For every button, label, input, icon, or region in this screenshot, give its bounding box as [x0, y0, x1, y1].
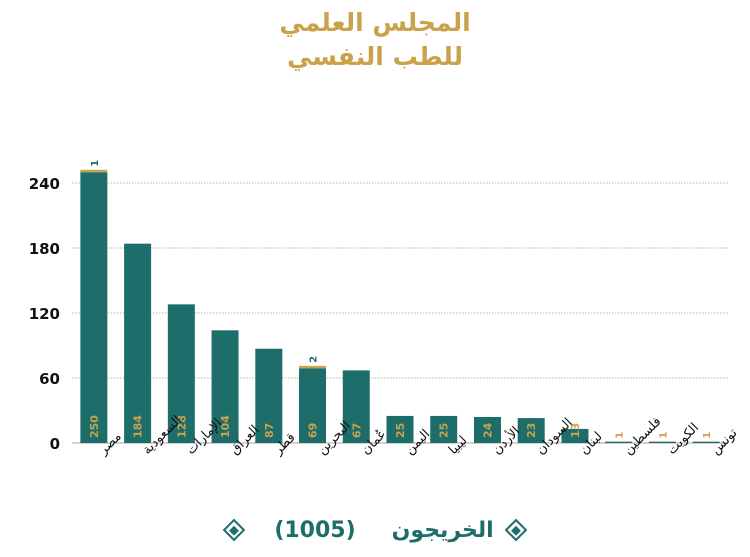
y-tick-label: 60 — [39, 370, 60, 388]
bar — [342, 370, 370, 443]
bar-value-label: 67 — [350, 423, 363, 438]
bar — [255, 348, 283, 443]
y-tick-label: 0 — [50, 435, 60, 453]
legend-count: (1005) — [274, 517, 356, 543]
segment-value-label: 1 — [90, 160, 101, 167]
diamond-icon — [504, 518, 528, 542]
chart-title: المجلس العلمي للطب النفسي — [0, 6, 750, 74]
x-tick-label: الكويت — [665, 420, 702, 457]
bar-segment — [299, 365, 327, 369]
bar-value-label: 128 — [175, 415, 188, 438]
bar-stub — [692, 441, 720, 443]
bar-stub — [605, 441, 633, 443]
bar-value-label: 25 — [394, 423, 407, 438]
bar-value-label: 69 — [307, 423, 320, 438]
bar — [80, 172, 108, 443]
bar-value-label: 13 — [569, 423, 582, 438]
segment-value-label: 2 — [309, 356, 320, 363]
bar — [561, 428, 589, 443]
title-line-2: للطب النفسي — [286, 42, 463, 71]
bar — [386, 415, 414, 443]
bar-stub — [648, 441, 676, 443]
y-tick-label: 180 — [29, 240, 60, 258]
diamond-icon — [222, 518, 246, 542]
bar-segment — [80, 169, 108, 173]
x-tick-label: تونس — [708, 425, 740, 457]
legend-label: الخريجون — [391, 517, 494, 543]
bar — [430, 415, 458, 443]
bar-value-label: 104 — [219, 415, 232, 438]
bar-value-label: 184 — [132, 415, 145, 438]
bar-value-label: 23 — [525, 423, 538, 438]
segment-value-label: 1 — [658, 432, 669, 439]
bar-value-label: 25 — [438, 423, 451, 438]
bar — [517, 418, 545, 443]
segment-value-label: 1 — [615, 432, 626, 439]
bar-value-label: 24 — [481, 422, 494, 438]
bar-value-label: 250 — [88, 415, 101, 438]
bar — [167, 304, 195, 443]
bars: 250 1 184 128 104 87 69 2 67 25 25 24 23 13 1 1 1 — [80, 160, 720, 443]
y-tick-label: 120 — [29, 305, 60, 323]
bar-value-label: 87 — [263, 423, 276, 438]
y-tick-label: 240 — [29, 175, 60, 193]
y-axis: 0 60 120 180 240 — [29, 175, 60, 453]
bar — [211, 330, 239, 443]
bar — [299, 368, 327, 443]
bar — [124, 243, 152, 443]
title-line-1: المجلس العلمي — [279, 8, 471, 37]
bar — [473, 417, 501, 443]
legend: (1005) الخريجون — [0, 512, 750, 548]
segment-value-label: 1 — [702, 432, 713, 439]
